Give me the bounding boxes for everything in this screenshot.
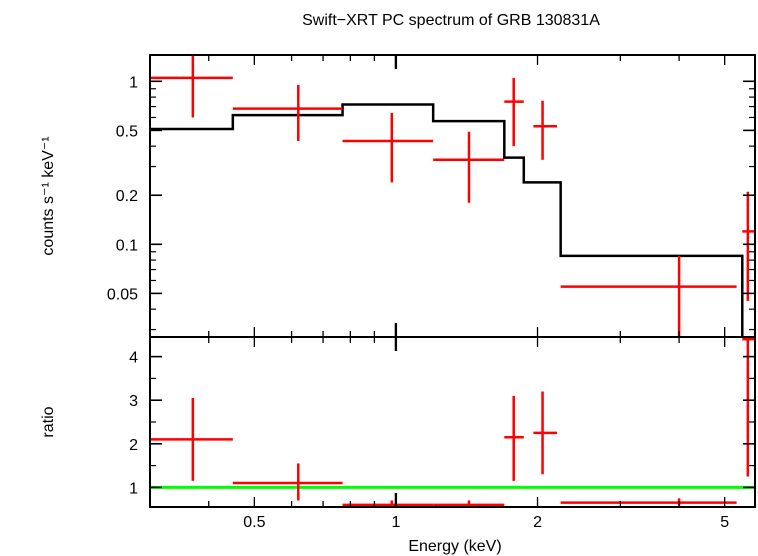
x-tick-label: 0.5 — [243, 514, 265, 531]
ratio-panel-frame — [149, 336, 756, 508]
ratio-y-tick-label: 1 — [129, 480, 138, 497]
ratio-point — [742, 337, 755, 477]
data-point — [533, 100, 557, 160]
x-tick-label: 2 — [533, 514, 542, 531]
bottom-panel-y-label: ratio — [40, 406, 57, 437]
data-point — [742, 191, 755, 301]
y-tick-label: 1 — [129, 74, 138, 91]
ratio-point — [150, 398, 233, 481]
x-tick-label: 1 — [391, 514, 400, 531]
x-tick-label: 5 — [720, 514, 729, 531]
ratio-y-tick-label: 3 — [129, 393, 138, 410]
top-panel-y-label: counts s⁻¹ keV⁻¹ — [40, 136, 57, 255]
y-tick-label: 0.1 — [116, 237, 138, 254]
data-point — [342, 112, 434, 183]
data-point — [560, 255, 737, 337]
ratio-y-tick-label: 2 — [129, 437, 138, 454]
data-point — [504, 77, 524, 147]
y-tick-label: 0.2 — [116, 188, 138, 205]
model-step-line — [150, 103, 744, 337]
y-tick-label: 0.05 — [107, 286, 138, 303]
data-point — [150, 55, 233, 118]
spectrum-panel-frame — [149, 54, 756, 338]
x-axis-label: Energy (keV) — [408, 538, 501, 555]
ratio-point — [533, 391, 557, 475]
ratio-y-tick-label: 4 — [129, 350, 138, 367]
data-point — [433, 131, 505, 203]
ratio-panel: 1 2 3 4 0.5 1 2 5 — [129, 336, 756, 531]
chart-title: Swift−XRT PC spectrum of GRB 130831A — [302, 12, 600, 29]
ratio-point — [560, 498, 737, 506]
data-point — [232, 84, 343, 142]
ratio-point — [504, 395, 524, 481]
ratio-point — [232, 463, 343, 501]
ratio-point — [342, 500, 434, 507]
y-tick-label: 0.5 — [116, 123, 138, 140]
ratio-point — [433, 500, 505, 507]
spectrum-panel: 0.05 0.1 0.2 0.5 1 — [107, 54, 756, 338]
